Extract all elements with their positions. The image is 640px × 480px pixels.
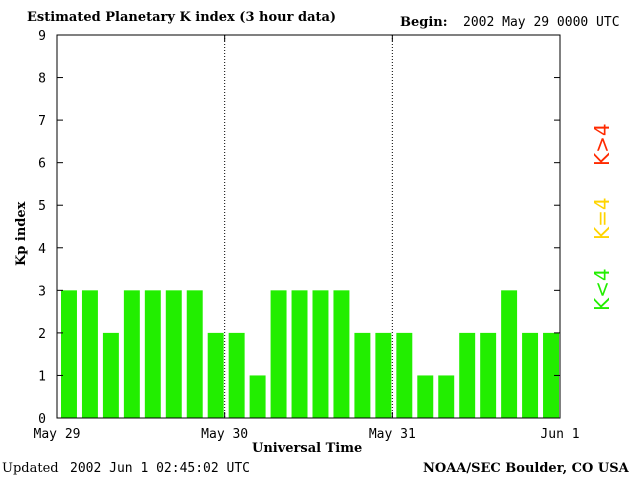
kp-bar [417,375,434,418]
legend-k-less-4: K<4 [590,268,614,311]
kp-bar [459,332,476,418]
kp-bar [312,290,329,418]
kp-bar [270,290,287,418]
x-tick-label: May 29 [34,427,81,442]
y-tick-label: 4 [38,242,46,257]
x-tick-label: Jun 1 [540,427,579,442]
y-tick-label: 1 [38,369,46,384]
kp-bar [102,332,119,418]
x-axis-label: Universal Time [252,441,363,456]
kp-bar [123,290,140,418]
updated-date: 2002 Jun 1 02:45:02 UTC [70,461,251,476]
begin-date: 2002 May 29 0000 UTC [463,15,620,30]
kp-bar [144,290,161,418]
kp-bar [61,290,77,418]
legend-k-greater-4: K>4 [590,123,614,166]
y-tick-label: 3 [38,284,46,299]
kp-bar [207,332,224,418]
begin-label: Begin: [400,15,448,30]
kp-bar [333,290,350,418]
y-tick-label: 9 [38,29,46,44]
credit: NOAA/SEC Boulder, CO USA [423,461,629,476]
plot-frame [56,34,561,419]
y-tick-label: 2 [38,327,46,342]
kp-bar [228,332,245,418]
kp-bar [522,332,539,418]
y-tick-label: 7 [38,114,46,129]
kp-bar [354,332,371,418]
legend-k-equal-4: K=4 [590,197,614,240]
kp-bar [165,290,182,418]
kp-bar [438,375,455,418]
y-axis-label: Kp index [14,201,29,266]
y-tick-label: 5 [38,199,46,214]
y-tick-label: 8 [38,72,46,87]
kp-bar [81,290,98,418]
kp-bar [396,332,413,418]
y-tick-label: 6 [38,157,46,172]
updated-label: Updated [2,461,59,476]
kp-bar [543,332,559,418]
kp-bar [501,290,518,418]
y-tick-label: 0 [38,412,46,427]
kp-bar [249,375,266,418]
x-tick-label: May 31 [369,427,416,442]
kp-bar [480,332,497,418]
x-tick-label: May 30 [201,427,248,442]
kp-bar [291,290,308,418]
kp-bar [375,332,392,418]
chart-title: Estimated Planetary K index (3 hour data… [27,10,337,25]
kp-bar [186,290,203,418]
